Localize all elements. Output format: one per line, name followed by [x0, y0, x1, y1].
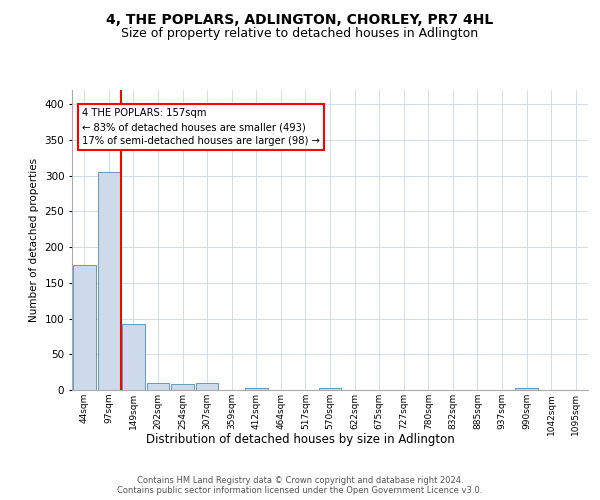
Bar [245, 388, 268, 390]
Bar [196, 383, 218, 390]
Bar [98, 172, 120, 390]
Text: Distribution of detached houses by size in Adlington: Distribution of detached houses by size … [146, 432, 454, 446]
Bar [515, 388, 538, 390]
Bar [319, 388, 341, 390]
Text: 4 THE POPLARS: 157sqm
← 83% of detached houses are smaller (493)
17% of semi-det: 4 THE POPLARS: 157sqm ← 83% of detached … [82, 108, 320, 146]
Text: Size of property relative to detached houses in Adlington: Size of property relative to detached ho… [121, 28, 479, 40]
Text: Contains HM Land Registry data © Crown copyright and database right 2024.
Contai: Contains HM Land Registry data © Crown c… [118, 476, 482, 495]
Text: 4, THE POPLARS, ADLINGTON, CHORLEY, PR7 4HL: 4, THE POPLARS, ADLINGTON, CHORLEY, PR7 … [106, 12, 494, 26]
Bar [73, 265, 95, 390]
Y-axis label: Number of detached properties: Number of detached properties [29, 158, 39, 322]
Bar [171, 384, 194, 390]
Bar [122, 324, 145, 390]
Bar [146, 383, 169, 390]
